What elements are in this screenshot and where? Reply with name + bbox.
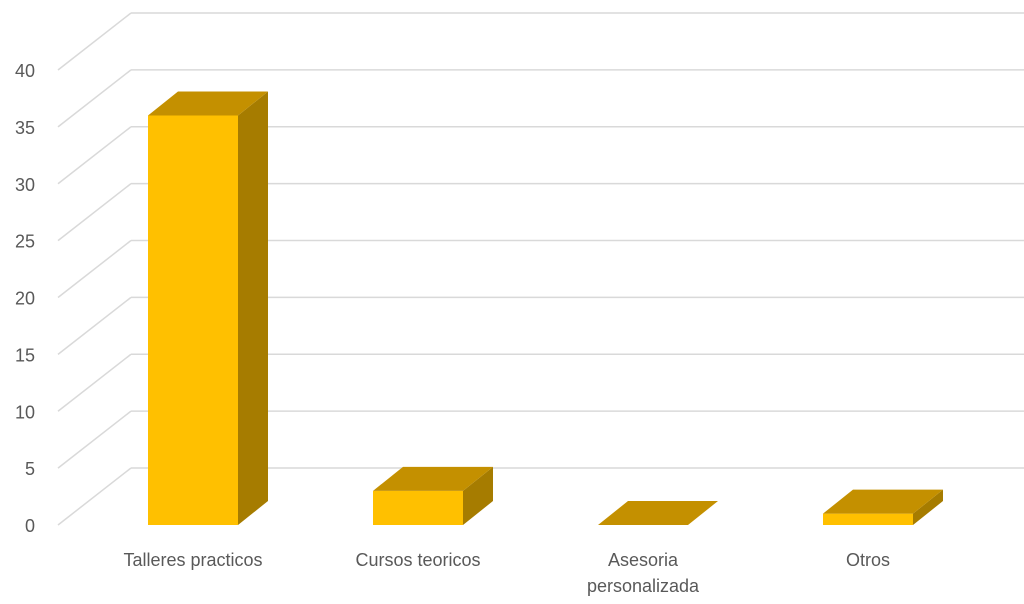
x-axis-categories: Talleres practicos Cursos teoricos Asesori… xyxy=(123,550,890,596)
gridline-diagonal xyxy=(57,69,132,128)
y-tick-label: 5 xyxy=(25,459,35,479)
bar xyxy=(823,489,943,525)
y-tick-label: 35 xyxy=(15,118,35,138)
bar-front xyxy=(823,513,913,525)
x-category-label: Cursos teoricos xyxy=(355,550,480,570)
bar-side xyxy=(913,489,943,525)
bar-front xyxy=(148,115,238,525)
gridline-diagonal xyxy=(57,467,132,526)
y-axis-ticks: 0 5 10 15 20 25 30 35 40 xyxy=(15,61,35,536)
bar-top xyxy=(598,501,718,525)
gridline-diagonal xyxy=(57,12,132,71)
bar xyxy=(373,466,493,525)
y-tick-label: 30 xyxy=(15,175,35,195)
x-category-label: Talleres practicos xyxy=(123,550,262,570)
x-category-label: Otros xyxy=(846,550,890,570)
x-category-label: Asesoria personalizada xyxy=(587,550,700,596)
y-tick-label: 0 xyxy=(25,516,35,536)
gridline-diagonal xyxy=(57,353,132,412)
bar xyxy=(598,501,718,525)
gridline-diagonal xyxy=(57,239,132,299)
bar-side xyxy=(463,466,493,525)
bar-side xyxy=(238,91,268,525)
gridline-diagonal xyxy=(57,183,132,242)
y-tick-label: 40 xyxy=(15,61,35,81)
gridline-diagonal xyxy=(57,296,132,355)
bar-top xyxy=(823,489,943,514)
gridline-diagonal xyxy=(57,410,132,469)
bar-front xyxy=(373,490,463,525)
y-tick-label: 20 xyxy=(15,289,35,309)
y-tick-label: 25 xyxy=(15,232,35,252)
gridlines xyxy=(57,12,1024,526)
bar xyxy=(148,91,268,525)
bar-top xyxy=(373,466,493,491)
y-tick-label: 15 xyxy=(15,345,35,365)
bar-top xyxy=(148,91,268,116)
y-tick-label: 10 xyxy=(15,402,35,422)
bars xyxy=(148,91,943,525)
gridline-diagonal xyxy=(57,126,132,185)
